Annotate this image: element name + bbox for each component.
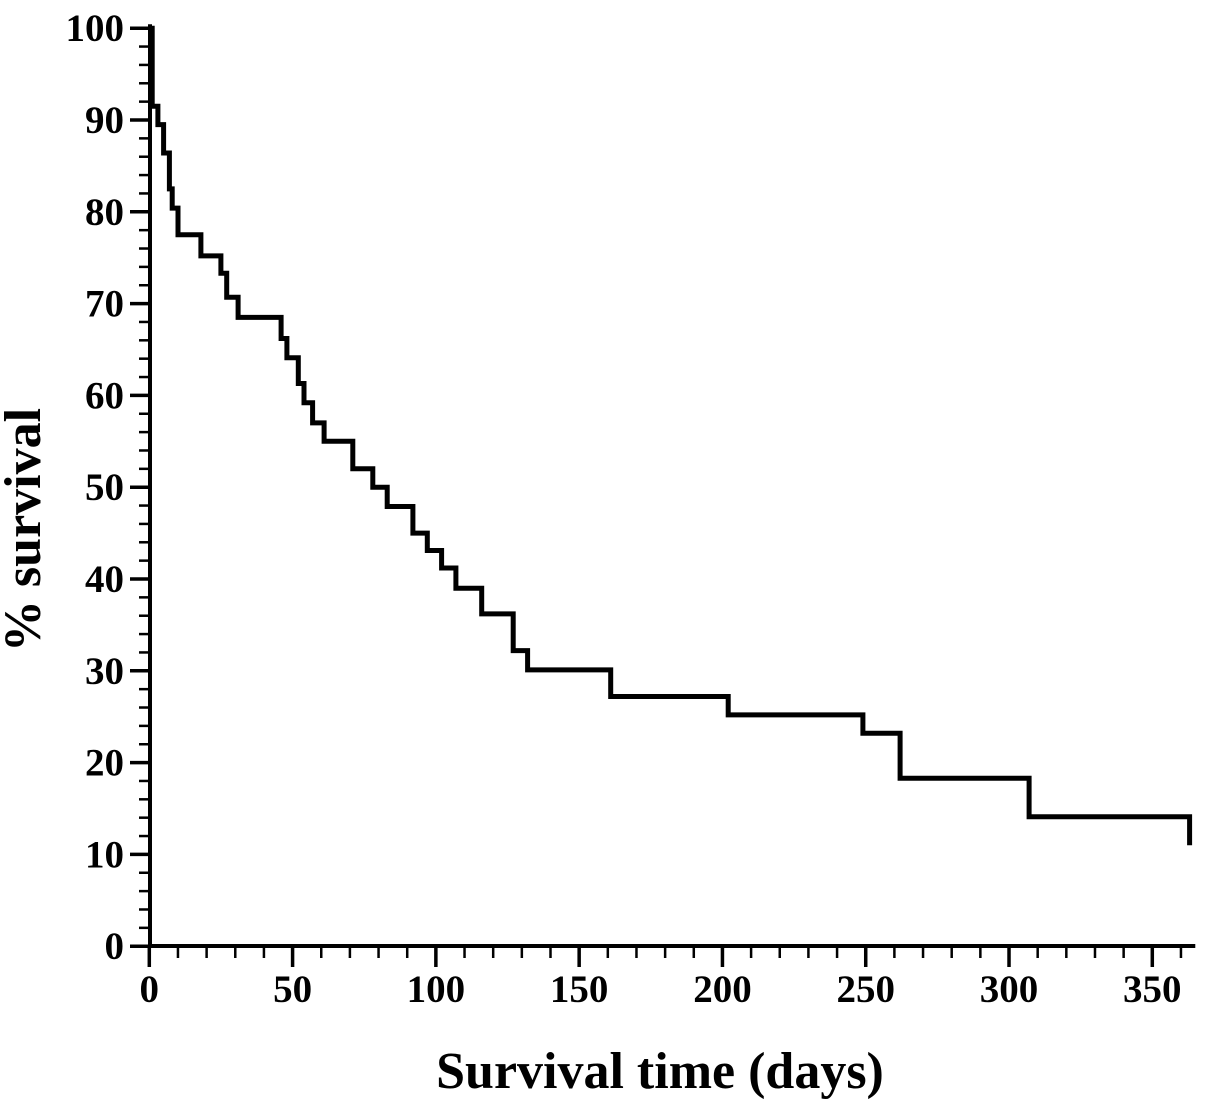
y-tick-label: 20 — [85, 742, 124, 785]
axes-layer — [148, 24, 1196, 948]
y-tick-label: 10 — [85, 833, 124, 876]
y-tick-label: 30 — [85, 650, 124, 693]
y-tick-label: 90 — [85, 99, 124, 142]
tick-layer — [130, 26, 1183, 967]
y-axis-title: % survival — [0, 408, 52, 652]
x-tick-label: 100 — [407, 968, 466, 1011]
x-tick-label: 150 — [550, 968, 609, 1011]
curve-layer — [149, 25, 1193, 846]
y-tick-label: 100 — [66, 7, 125, 50]
x-tick-label: 250 — [836, 968, 895, 1011]
y-tick-label: 80 — [85, 191, 124, 234]
y-tick-label: 60 — [85, 374, 124, 417]
y-tick-label: 0 — [105, 925, 125, 968]
x-tick-label: 200 — [693, 968, 752, 1011]
y-tick-label: 40 — [85, 558, 124, 601]
x-tick-label: 350 — [1123, 968, 1182, 1011]
y-tick-label: 70 — [85, 283, 124, 326]
tick-label-layer: 0 10 20 30 40 50 60 70 80 90 100 0 50 100 150 200 250 300… — [66, 7, 1182, 1011]
x-tick-label: 300 — [980, 968, 1039, 1011]
y-tick-label: 50 — [85, 466, 124, 509]
x-axis-title: Survival time (days) — [436, 1043, 884, 1100]
survival-curve — [149, 25, 1193, 846]
x-tick-label: 50 — [273, 968, 312, 1011]
x-tick-label: 0 — [140, 968, 160, 1011]
